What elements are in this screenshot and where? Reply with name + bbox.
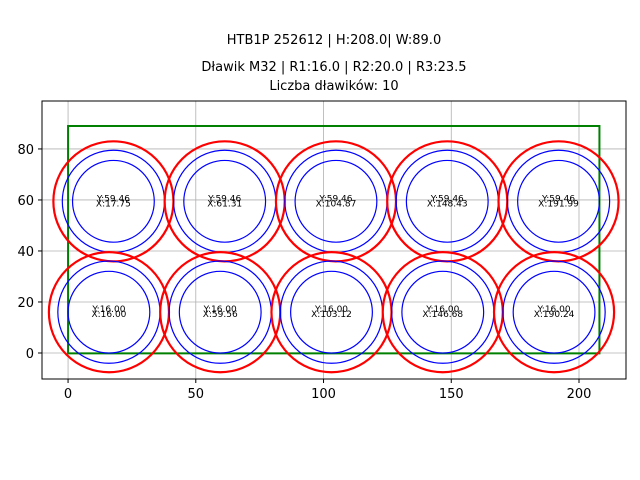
gland-circle-r1 [512,270,596,354]
chart-title: HTB1P 252612 | H:208.0| W:89.0 [226,33,442,48]
gland-circle-r1 [405,159,489,243]
gland-label-x: X:17.75 [96,199,131,209]
gland-circle-r1 [183,159,267,243]
gland-circle-r1 [294,159,378,243]
gland-label-x: X:104.87 [316,199,357,209]
gland-label-y: Y:59.46 [207,194,241,204]
y-tick-label: 60 [17,194,34,209]
gland-circle-r3 [492,251,616,374]
gland-circle-r1 [178,270,262,354]
axes-frame [41,100,627,380]
gland-label-x: X:148.43 [427,199,468,209]
gland-circle-r1 [67,270,151,354]
gland-label-x: X:191.99 [538,199,579,209]
gland-label-y: Y:59.46 [430,194,464,204]
gland-circle-r1 [290,270,373,354]
x-tick-label: 0 [64,387,72,402]
gland-label-y: Y:59.46 [541,194,575,204]
gland-layout [47,124,620,374]
gland-label-y: Y:59.46 [96,194,130,204]
gland-label-x: X:146.68 [422,310,463,320]
x-tick-label: 50 [188,387,205,402]
gland-label-x: X:16.00 [91,310,126,320]
x-tick-label: 200 [567,387,592,402]
y-tick-label: 80 [17,143,34,158]
gland-label-y: Y:16.00 [425,305,459,315]
y-tick-label: 40 [17,245,34,260]
chart-subtitle-gland-count: Liczba dławików: 10 [269,79,399,94]
chart-subtitle-gland-spec: Dławik M32 | R1:16.0 | R2:20.0 | R3:23.5 [201,60,467,75]
x-tick-label: 150 [439,387,464,402]
gland-label-x: X:103.12 [311,310,352,320]
gland-label-y: Y:16.00 [91,305,125,315]
axis-ticks: 0 50 100 150 200 0 20 40 60 80 [17,143,591,402]
gland-label-y: Y:16.00 [203,305,237,315]
gland-label-y: Y:59.46 [318,194,352,204]
gland-circle-r1 [401,270,485,354]
gland-circle-r2 [502,260,606,364]
x-tick-label: 100 [311,387,336,402]
gland-label-y: Y:16.00 [314,305,348,315]
gland-label-x: X:61.31 [207,199,242,209]
y-tick-label: 0 [26,347,34,362]
gland-label-x: X:190.24 [534,310,575,320]
gland-labels: Y:59.46X:17.75 Y:59.46X:61.31 Y:59.46X:104… [91,194,579,320]
gland-label-y: Y:16.00 [537,305,571,315]
gland-circle-r1 [71,159,155,243]
gland-label-x: X:59.56 [203,310,238,320]
y-tick-label: 20 [17,296,34,311]
gland-circle-r1 [517,159,601,243]
